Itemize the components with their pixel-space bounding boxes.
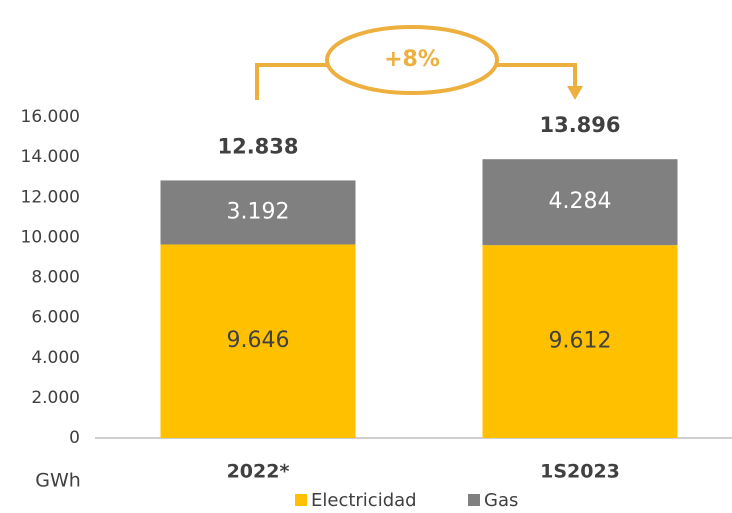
growth-annotation (255, 25, 583, 100)
total-label: 12.838 (217, 134, 298, 158)
arrow-right (496, 63, 577, 88)
y-tick-label: 16.000 (21, 107, 80, 127)
arrow-head (567, 86, 583, 100)
unit-label: GWh (35, 470, 81, 492)
y-tick-label: 2.000 (31, 388, 80, 408)
bar-segment (482, 159, 678, 246)
y-tick-label: 12.000 (21, 187, 80, 207)
y-tick-label: 0 (69, 428, 80, 448)
bar-segment (160, 244, 356, 438)
y-tick-label: 14.000 (21, 147, 80, 167)
bar-segment (482, 245, 678, 438)
bar-segment (160, 180, 356, 245)
y-tick-label: 8.000 (31, 268, 80, 288)
y-tick-label: 4.000 (31, 348, 80, 368)
total-label: 13.896 (539, 113, 620, 137)
annotation-ellipse (325, 25, 499, 95)
y-tick-label: 10.000 (21, 227, 80, 247)
legend-label: Gas (484, 490, 518, 511)
arrow-left (255, 63, 328, 100)
legend-swatch (468, 494, 480, 506)
value-label: 3.192 (227, 199, 290, 224)
x-tick-label: 1S2023 (540, 461, 620, 483)
annotation-text: +8% (384, 47, 440, 72)
value-label: 9.646 (227, 328, 290, 353)
y-tick-label: 6.000 (31, 308, 80, 328)
value-label: 4.284 (549, 189, 612, 214)
legend-label: Electricidad (311, 490, 417, 511)
legend-swatch (295, 494, 307, 506)
value-label: 9.612 (549, 329, 612, 354)
x-tick-label: 2022* (227, 461, 290, 483)
